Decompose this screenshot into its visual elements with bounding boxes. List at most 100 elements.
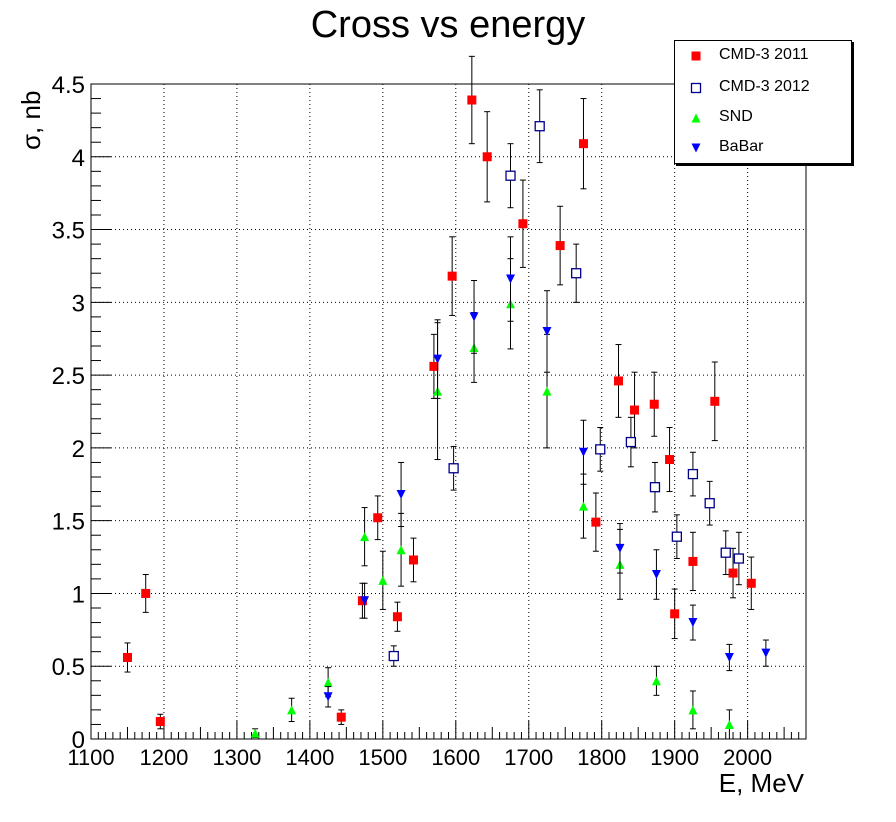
data-point — [671, 531, 683, 542]
data-point — [728, 568, 738, 578]
x-tick-label: 1400 — [285, 745, 334, 770]
legend: CMD-3 2011 CMD-3 2012 SND BaBar — [674, 40, 852, 164]
data-point — [469, 312, 479, 322]
chart-title: Cross vs energy — [310, 4, 586, 46]
data-point — [141, 588, 151, 598]
x-axis-label: E, MeV — [718, 768, 804, 798]
legend-marker-triangle-down — [691, 143, 701, 153]
data-point — [360, 532, 370, 542]
legend-marker-shape — [691, 113, 701, 123]
y-tick-label: 1.5 — [52, 509, 85, 536]
legend-item-babar: BaBar — [675, 133, 851, 163]
x-tick-label: 1900 — [650, 745, 699, 770]
legend-marker-shape — [690, 82, 702, 94]
legend-item-snd: SND — [675, 103, 851, 133]
legend-marker-shape — [691, 51, 701, 61]
data-point — [724, 652, 734, 662]
series-1 — [388, 89, 745, 667]
data-point — [433, 354, 443, 364]
series-3 — [323, 236, 771, 708]
data-point — [571, 268, 582, 279]
data-point — [448, 463, 459, 474]
data-point — [670, 609, 680, 619]
x-tick-label: 1700 — [504, 745, 553, 770]
y-tick-label: 3 — [72, 290, 85, 317]
data-point — [688, 618, 698, 628]
legend-label: CMD-3 2011 — [719, 46, 809, 63]
data-point — [761, 648, 771, 658]
legend-marker-shape — [691, 143, 701, 153]
x-tick-label: 1800 — [577, 745, 626, 770]
data-point — [578, 447, 588, 457]
data-point — [482, 152, 492, 162]
y-tick-label: 0.5 — [52, 654, 85, 681]
data-point — [336, 712, 346, 722]
y-tick-label: 2.5 — [52, 363, 85, 390]
series-0 — [122, 55, 756, 730]
y-tick-label: 4.5 — [52, 72, 85, 99]
data-point — [613, 376, 623, 386]
x-tick-label: 1500 — [358, 745, 407, 770]
data-point — [396, 489, 406, 499]
data-point — [506, 274, 516, 284]
legend-item-cmd3-2011: CMD-3 2011 — [675, 41, 851, 71]
data-point — [429, 361, 439, 371]
data-point — [447, 271, 457, 281]
data-point — [323, 692, 333, 702]
data-point — [688, 556, 698, 566]
data-point — [122, 652, 132, 662]
legend-marker-filled-square — [691, 51, 701, 61]
y-tick-label: 4 — [72, 145, 85, 172]
x-tick-label: 2000 — [723, 745, 772, 770]
data-point — [360, 596, 370, 606]
legend-item-cmd3-2012: CMD-3 2012 — [675, 73, 851, 103]
x-tick-label: 1300 — [212, 745, 261, 770]
data-point — [651, 570, 661, 580]
legend-marker-open-square — [690, 82, 702, 94]
y-axis-label: σ, nb — [16, 90, 46, 150]
data-point — [710, 396, 720, 406]
data-point — [408, 555, 418, 565]
data-point — [720, 547, 731, 558]
plot-frame — [90, 83, 807, 740]
data-point — [615, 543, 625, 553]
legend-label: CMD-3 2012 — [719, 78, 810, 95]
data-point — [578, 139, 588, 149]
data-point — [704, 498, 715, 509]
data-point — [746, 578, 756, 588]
data-point — [578, 501, 588, 511]
legend-label: SND — [719, 108, 753, 125]
data-point — [534, 121, 545, 132]
x-tick-label: 1600 — [431, 745, 480, 770]
data-point — [542, 326, 552, 336]
data-point — [649, 399, 659, 409]
data-point — [392, 612, 402, 622]
data-point — [665, 455, 675, 465]
data-point — [630, 405, 640, 415]
y-tick-label: 0 — [72, 727, 85, 754]
data-point — [649, 482, 661, 493]
data-point — [323, 677, 333, 687]
data-point — [688, 705, 698, 715]
data-point — [388, 650, 399, 662]
data-point — [155, 717, 165, 727]
data-point — [373, 513, 383, 523]
x-tick-label: 1200 — [139, 745, 188, 770]
data-point — [250, 728, 260, 738]
data-point — [724, 719, 734, 729]
legend-marker-triangle-up — [691, 113, 701, 123]
data-point — [555, 241, 565, 251]
y-tick-label: 3.5 — [52, 218, 85, 245]
data-point — [625, 436, 637, 448]
data-point — [378, 575, 388, 585]
y-tick-label: 2 — [72, 436, 85, 463]
data-point — [505, 170, 516, 181]
legend-label: BaBar — [719, 138, 764, 155]
data-point — [542, 386, 552, 396]
data-point — [733, 553, 745, 564]
data-point — [287, 705, 297, 715]
y-tick-label: 1 — [72, 581, 85, 608]
data-point — [591, 517, 601, 527]
